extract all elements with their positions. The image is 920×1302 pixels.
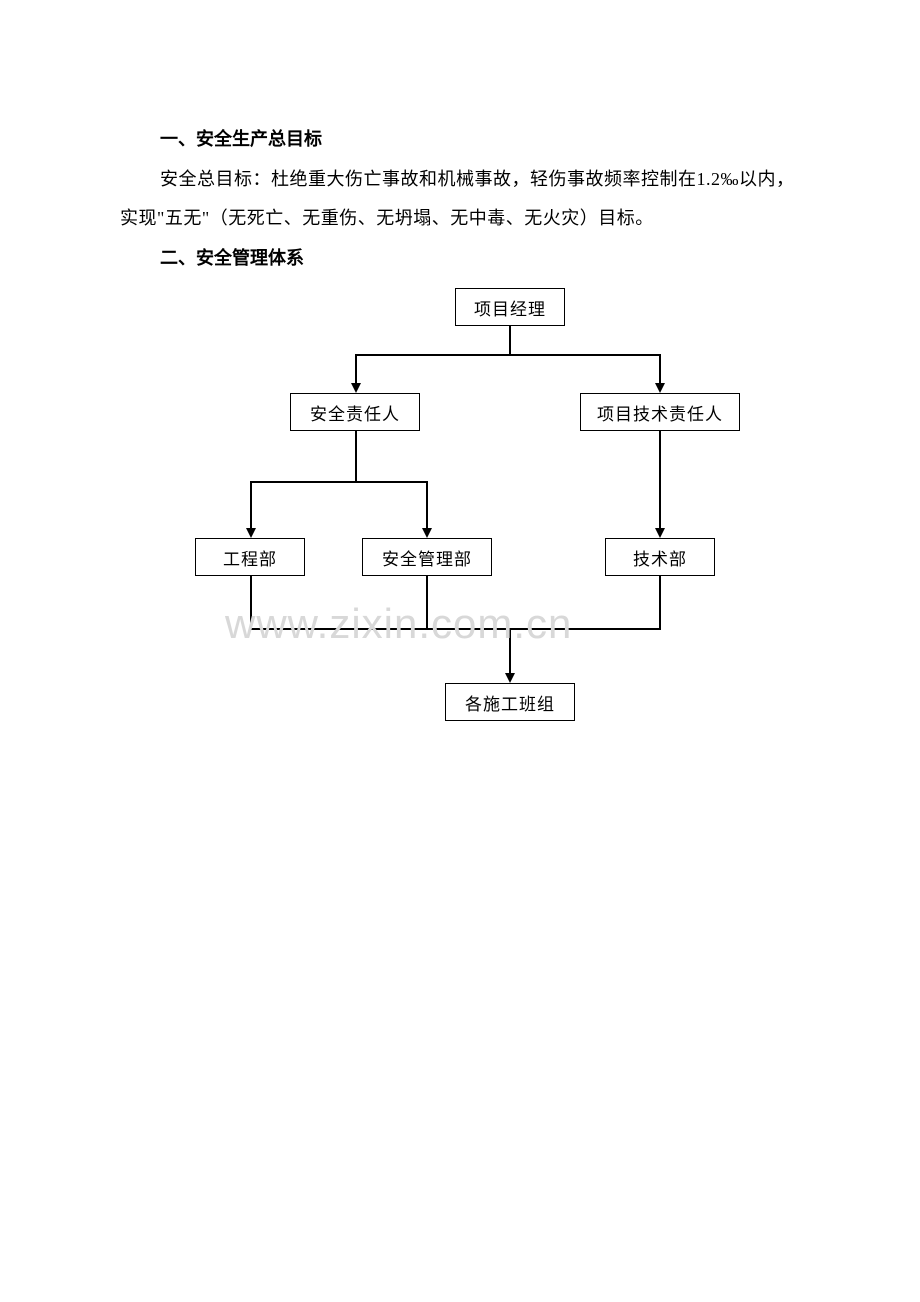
edge-line	[659, 431, 661, 529]
edge-line	[250, 481, 252, 529]
edge-line	[250, 576, 252, 628]
edge-line	[250, 481, 428, 483]
node-project-manager: 项目经理	[455, 288, 565, 326]
node-construction-teams: 各施工班组	[445, 683, 575, 721]
edge-line	[426, 576, 428, 628]
arrow-icon	[655, 528, 665, 538]
arrow-icon	[351, 383, 361, 393]
section-1-body: 安全总目标：杜绝重大伤亡事故和机械事故，轻伤事故频率控制在1.2‰以内，实现"五…	[120, 160, 800, 239]
arrow-icon	[422, 528, 432, 538]
edge-line	[355, 354, 357, 384]
section-1-heading: 一、安全生产总目标	[160, 120, 800, 160]
edge-line	[659, 576, 661, 628]
edge-line	[509, 326, 511, 354]
node-safety-mgmt-dept: 安全管理部	[362, 538, 492, 576]
node-tech-dept: 技术部	[605, 538, 715, 576]
edge-line	[659, 354, 661, 384]
section-2-heading: 二、安全管理体系	[160, 239, 800, 279]
edge-line	[250, 628, 661, 630]
edge-line	[355, 431, 357, 481]
node-engineering-dept: 工程部	[195, 538, 305, 576]
edge-line	[509, 628, 511, 674]
org-flowchart: 项目经理 安全责任人 项目技术责任人 工程部 安全管理部 技术部 各施工班组	[160, 288, 840, 768]
arrow-icon	[246, 528, 256, 538]
arrow-icon	[655, 383, 665, 393]
node-tech-responsible: 项目技术责任人	[580, 393, 740, 431]
node-safety-responsible: 安全责任人	[290, 393, 420, 431]
edge-line	[426, 481, 428, 529]
edge-line	[355, 354, 661, 356]
arrow-icon	[505, 673, 515, 683]
